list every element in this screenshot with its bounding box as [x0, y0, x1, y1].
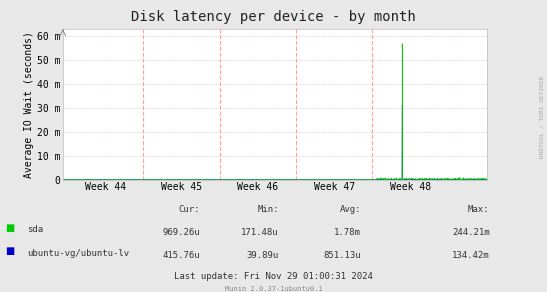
Text: Disk latency per device - by month: Disk latency per device - by month — [131, 10, 416, 24]
Text: ■: ■ — [5, 246, 15, 256]
Text: 415.76u: 415.76u — [162, 251, 200, 260]
Text: Last update: Fri Nov 29 01:00:31 2024: Last update: Fri Nov 29 01:00:31 2024 — [174, 272, 373, 281]
Text: Avg:: Avg: — [340, 205, 361, 214]
Text: 39.89u: 39.89u — [247, 251, 279, 260]
Text: 1.78m: 1.78m — [334, 228, 361, 237]
Text: Max:: Max: — [468, 205, 490, 214]
Text: 244.21m: 244.21m — [452, 228, 490, 237]
Text: Cur:: Cur: — [178, 205, 200, 214]
Text: ubuntu-vg/ubuntu-lv: ubuntu-vg/ubuntu-lv — [27, 248, 130, 258]
Text: Min:: Min: — [258, 205, 279, 214]
Y-axis label: Average IO Wait (seconds): Average IO Wait (seconds) — [24, 31, 34, 178]
Text: sda: sda — [27, 225, 43, 234]
Text: ■: ■ — [5, 223, 15, 233]
Text: 134.42m: 134.42m — [452, 251, 490, 260]
Text: RRDTOOL / TOBI OETIKER: RRDTOOL / TOBI OETIKER — [539, 76, 544, 158]
Text: Munin 2.0.37-1ubuntu0.1: Munin 2.0.37-1ubuntu0.1 — [225, 286, 322, 291]
Text: 171.48u: 171.48u — [241, 228, 279, 237]
Text: 969.26u: 969.26u — [162, 228, 200, 237]
Text: 851.13u: 851.13u — [323, 251, 361, 260]
